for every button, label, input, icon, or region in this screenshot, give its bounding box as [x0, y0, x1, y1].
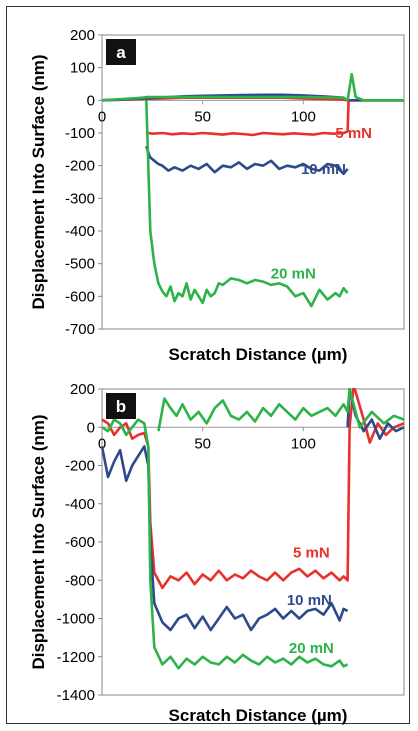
series-line-2: [101, 72, 404, 102]
series-line-2: [101, 418, 349, 670]
x-tick-label: 100: [291, 108, 316, 125]
y-tick-label: 0: [87, 92, 95, 109]
plot-area: [101, 34, 405, 330]
panel-label-box: [106, 39, 136, 65]
y-tick-label: -600: [65, 534, 95, 551]
series-line-0: [101, 388, 405, 590]
y-tick-label: -400: [65, 223, 95, 240]
y-tick-label: -400: [65, 496, 95, 513]
panel-label: a: [116, 43, 126, 62]
y-tick-label: -1000: [57, 611, 95, 628]
x-tick-label: 0: [98, 108, 106, 125]
y-tick-label: -700: [65, 321, 95, 338]
x-tick-label: 50: [194, 108, 211, 125]
y-axis-title: Displacement Into Surface (nm): [29, 54, 48, 309]
series-label: 5 mN: [293, 544, 330, 561]
series-label: 5 mN: [335, 125, 372, 142]
series-line-4: [145, 145, 349, 176]
panel-label: b: [116, 397, 126, 416]
series-group: [101, 72, 404, 308]
y-tick-label: 200: [70, 381, 95, 398]
series-line-1: [101, 445, 349, 632]
y-tick-label: 0: [87, 419, 95, 436]
series-label: 20 mN: [271, 265, 316, 282]
y-tick-label: -800: [65, 572, 95, 589]
y-tick-label: -200: [65, 458, 95, 475]
series-line-5: [145, 100, 349, 308]
figure-frame: [6, 6, 410, 724]
y-tick-label: -1200: [57, 649, 95, 666]
x-tick-label: 0: [98, 435, 106, 452]
series-label: 10 mN: [301, 161, 346, 178]
x-tick-label: 50: [194, 435, 211, 452]
series-group: [101, 388, 405, 670]
y-tick-label: 100: [70, 60, 95, 77]
y-axis-title: Displacement Into Surface (nm): [29, 414, 48, 669]
y-tick-label: -600: [65, 288, 95, 305]
series-label: 20 mN: [289, 640, 334, 657]
series-label: 10 mN: [287, 592, 332, 609]
y-tick-label: 200: [70, 27, 95, 44]
y-tick-label: -100: [65, 125, 95, 142]
y-tick-label: -300: [65, 190, 95, 207]
y-tick-label: -1400: [57, 687, 95, 704]
series-line-4: [157, 388, 405, 432]
panel-label-box: [106, 393, 136, 419]
y-tick-label: -500: [65, 256, 95, 273]
series-line-3: [145, 100, 350, 137]
y-tick-label: -200: [65, 158, 95, 175]
x-axis-title: Scratch Distance (µm): [169, 345, 348, 364]
x-tick-label: 100: [291, 435, 316, 452]
x-axis-title: Scratch Distance (µm): [169, 706, 348, 725]
